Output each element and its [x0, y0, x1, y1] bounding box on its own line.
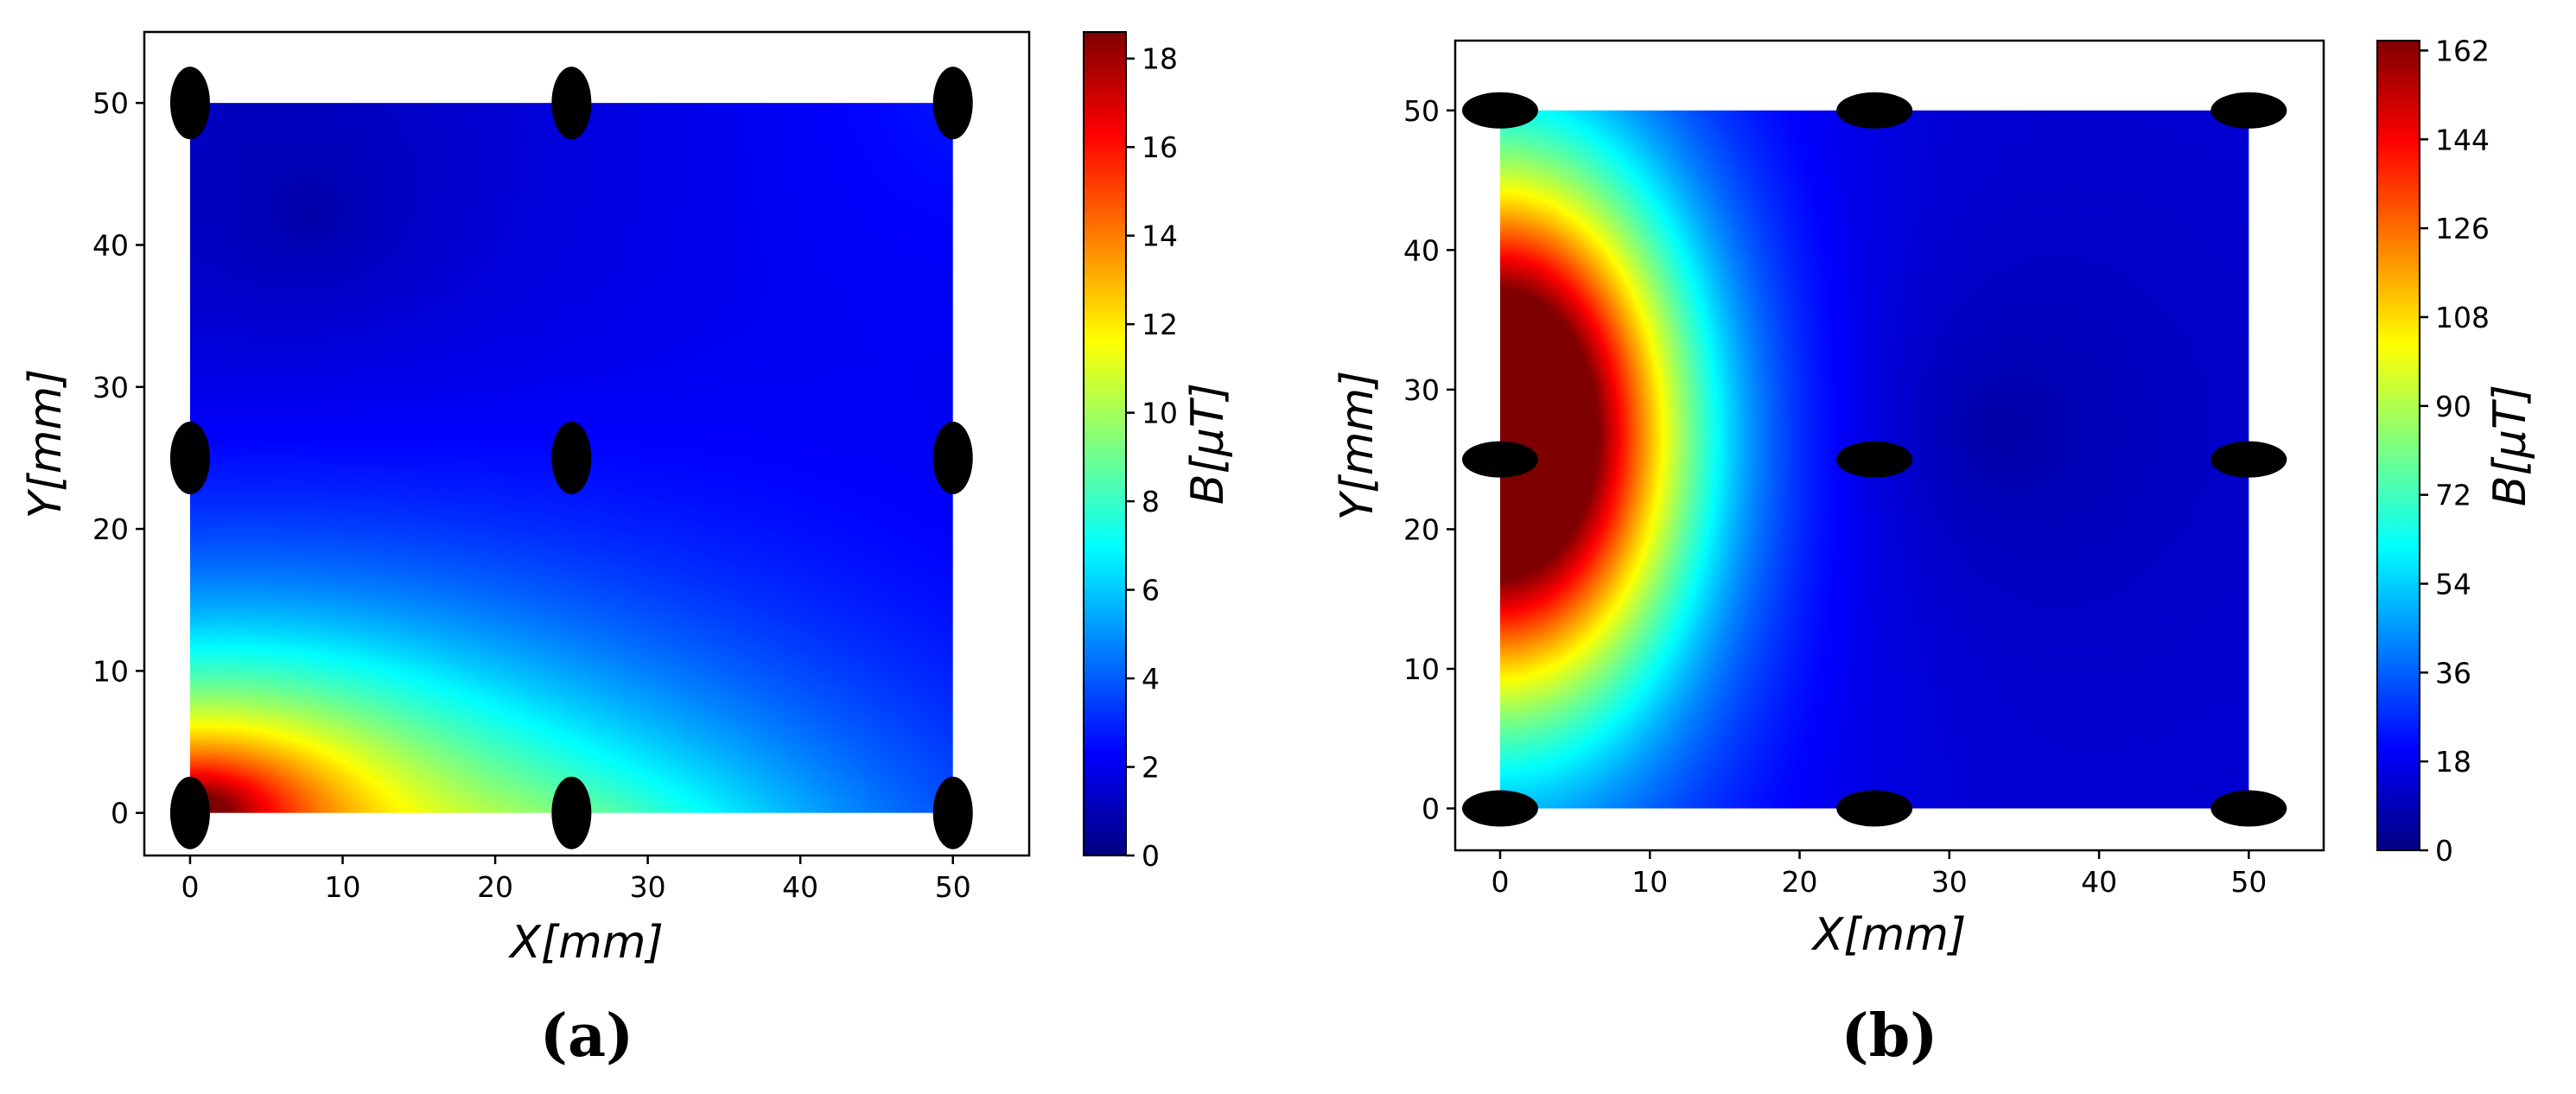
- sensor-marker: [1836, 790, 1913, 827]
- colorbar-label-b: B[μT]: [2484, 385, 2536, 506]
- colorbar-tick-label: 0: [1142, 839, 1160, 873]
- x-tick-label: 40: [2081, 865, 2117, 899]
- x-tick-label: 40: [782, 870, 818, 904]
- colorbar-tick-label: 18: [2435, 745, 2471, 779]
- colorbar-tick-label: 18: [1142, 42, 1178, 76]
- sensor-marker: [169, 421, 210, 494]
- panel-label-b: (b): [1841, 1002, 1938, 1071]
- sensor-marker: [1461, 92, 1538, 129]
- x-ticks-a: 0 10 20 30 40 50: [181, 855, 971, 904]
- y-tick-label: 50: [92, 86, 129, 120]
- colorbar-tick-label: 54: [2435, 567, 2471, 601]
- x-tick-label: 10: [1631, 865, 1668, 899]
- y-ticks-a: 0 10 20 30 40 50: [92, 86, 144, 830]
- colorbar-tick-label: 162: [2435, 34, 2490, 67]
- colorbar-tick-label: 10: [1142, 397, 1178, 430]
- y-ticks-b: 0 10 20 30 40 50: [1403, 94, 1455, 826]
- panel-a: 0 10 20 30 40 50 0 10 20 30 40 50 X[mm] Y[mm] 0 2 4 6…: [20, 30, 1234, 1071]
- y-tick-label: 30: [1403, 373, 1440, 407]
- sensor-marker: [2210, 790, 2287, 827]
- colorbar-label-a: B[μT]: [1182, 383, 1234, 505]
- panel-label-a: (a): [540, 1002, 633, 1071]
- sensor-marker: [551, 421, 592, 494]
- x-tick-label: 50: [935, 870, 971, 904]
- x-tick-label: 0: [1491, 865, 1509, 899]
- x-tick-label: 30: [1931, 865, 1968, 899]
- colorbar-tick-label: 6: [1142, 574, 1160, 607]
- colorbar-b: [2376, 40, 2420, 851]
- colorbar-tick-label: 2: [1142, 751, 1160, 785]
- colorbar-tick-label: 8: [1142, 485, 1160, 518]
- sensor-marker: [551, 776, 592, 849]
- y-tick-label: 0: [1422, 792, 1440, 826]
- colorbar-tick-label: 4: [1142, 662, 1160, 696]
- colorbar-ticks-a: 0 2 4 6 8 10 12 14 16 18: [1126, 42, 1178, 873]
- y-tick-label: 10: [1403, 652, 1440, 686]
- colorbar-tick-label: 16: [1142, 130, 1178, 164]
- plot-frame-b: [1453, 39, 2325, 852]
- sensor-marker: [2210, 92, 2287, 129]
- colorbar-tick-label: 144: [2435, 123, 2490, 156]
- sensor-marker: [1836, 92, 1913, 129]
- sensor-marker: [932, 67, 973, 140]
- x-tick-label: 10: [325, 870, 361, 904]
- sensor-marker: [169, 67, 210, 140]
- colorbar-tick-label: 108: [2435, 301, 2490, 334]
- y-axis-label-b: Y[mm]: [1332, 371, 1383, 521]
- colorbar-tick-label: 126: [2435, 212, 2490, 245]
- colorbar-tick-label: 14: [1142, 219, 1178, 253]
- y-tick-label: 20: [1403, 512, 1440, 546]
- x-tick-label: 0: [181, 870, 199, 904]
- sensor-marker: [1461, 441, 1538, 478]
- y-axis-label-a: Y[mm]: [20, 369, 72, 519]
- y-tick-label: 0: [111, 797, 129, 830]
- sensor-marker: [551, 67, 592, 140]
- y-tick-label: 30: [92, 371, 129, 404]
- x-tick-label: 20: [1782, 865, 1818, 899]
- x-tick-label: 30: [630, 870, 666, 904]
- sensor-markers-a: [169, 67, 973, 849]
- sensor-marker: [932, 776, 973, 849]
- sensor-marker: [169, 776, 210, 849]
- x-axis-label-b: X[mm]: [1810, 909, 1967, 961]
- x-ticks-b: 0 10 20 30 40 50: [1491, 850, 2267, 899]
- colorbar-tick-label: 0: [2435, 834, 2453, 868]
- x-tick-label: 20: [477, 870, 513, 904]
- y-tick-label: 40: [1403, 233, 1440, 267]
- x-axis-label-a: X[mm]: [507, 917, 664, 969]
- y-tick-label: 50: [1403, 94, 1440, 128]
- plot-frame-a: [143, 30, 1031, 857]
- y-tick-label: 20: [92, 512, 129, 546]
- sensor-marker: [932, 421, 973, 494]
- colorbar-tick-label: 12: [1142, 308, 1178, 341]
- sensor-markers-b: [1461, 92, 2287, 827]
- colorbar-ticks-b: 0 18 36 54 72 90 108 126 144 162: [2420, 34, 2490, 868]
- colorbar-a: [1083, 31, 1127, 856]
- colorbar-tick-label: 90: [2435, 390, 2471, 423]
- colorbar-tick-label: 36: [2435, 656, 2471, 690]
- y-tick-label: 10: [92, 654, 129, 688]
- sensor-marker: [1836, 441, 1913, 478]
- panel-b: 0 10 20 30 40 50 0 10 20 30 40 50 X[mm] Y[mm] 0 18 3…: [1332, 34, 2536, 1071]
- y-tick-label: 40: [92, 228, 129, 262]
- sensor-marker: [1461, 790, 1538, 827]
- sensor-marker: [2210, 441, 2287, 478]
- colorbar-tick-label: 72: [2435, 479, 2471, 512]
- x-tick-label: 50: [2230, 865, 2267, 899]
